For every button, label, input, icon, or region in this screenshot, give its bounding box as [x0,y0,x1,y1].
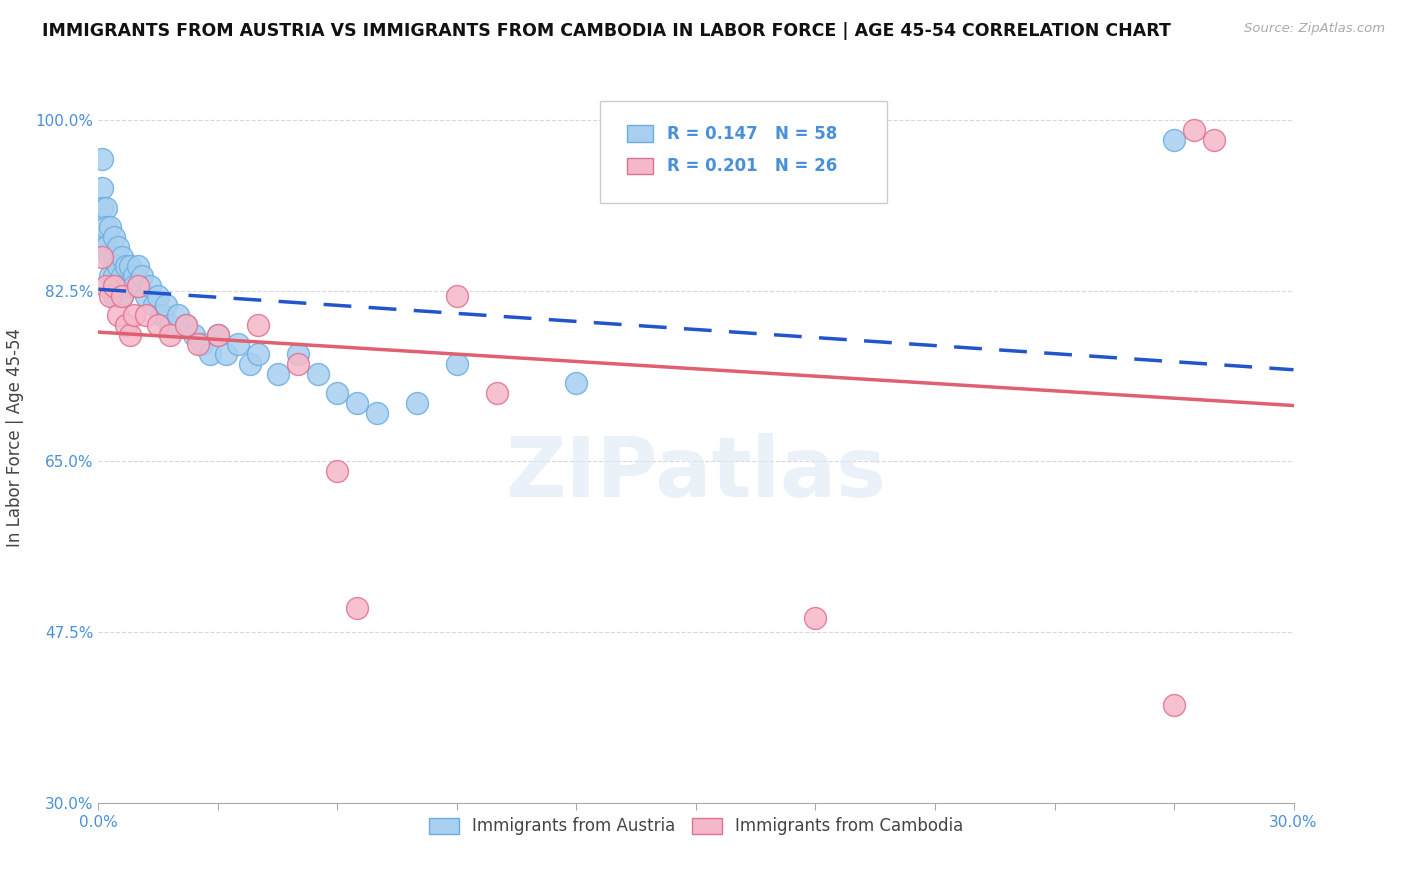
Point [287,347,309,361]
Point [127,279,149,293]
Point [107,240,129,254]
Point [111,250,134,264]
Point [127,260,149,274]
Point [98,220,122,235]
Point [159,318,181,332]
Point [107,308,129,322]
Y-axis label: In Labor Force | Age 45-54: In Labor Force | Age 45-54 [7,327,24,547]
Point [187,337,209,351]
Point [1163,698,1185,713]
Point [107,288,129,302]
Point [191,337,214,351]
Point [246,318,269,332]
Text: R = 0.201   N = 26: R = 0.201 N = 26 [668,158,838,176]
Point [246,347,269,361]
Point [1182,123,1205,137]
FancyBboxPatch shape [600,101,887,203]
Point [446,288,468,302]
Point [239,357,262,371]
Point [135,308,157,322]
Point [148,288,170,302]
Point [446,357,468,371]
Point [120,279,142,293]
Point [135,288,157,302]
Point [226,337,249,351]
Point [565,376,588,391]
Point [1202,133,1225,147]
Point [267,367,290,381]
Point [124,269,146,284]
Point [406,396,429,410]
Point [155,298,177,312]
Point [183,327,205,342]
Point [207,327,229,342]
Point [103,230,125,244]
Point [96,240,118,254]
Point [91,240,114,254]
Point [98,288,122,302]
Point [96,279,118,293]
Point [120,327,142,342]
Point [115,279,138,293]
Point [485,386,508,401]
Point [124,308,146,322]
Bar [627,126,652,142]
Point [174,318,197,332]
Point [98,269,122,284]
Point [96,220,118,235]
Point [287,357,309,371]
Text: ZIPatlas: ZIPatlas [506,434,886,514]
Point [91,201,114,215]
Point [111,269,134,284]
Point [150,308,173,322]
Point [346,600,368,615]
Point [103,288,125,302]
Point [167,308,190,322]
Point [326,386,349,401]
Point [207,327,229,342]
Bar [627,159,652,175]
Point [326,464,349,478]
Point [198,347,221,361]
Text: IMMIGRANTS FROM AUSTRIA VS IMMIGRANTS FROM CAMBODIA IN LABOR FORCE | AGE 45-54 C: IMMIGRANTS FROM AUSTRIA VS IMMIGRANTS FR… [42,22,1171,40]
Point [107,279,129,293]
Point [103,269,125,284]
Point [1163,133,1185,147]
Point [111,288,134,302]
Point [139,279,162,293]
Point [103,279,125,293]
Point [103,279,125,293]
Point [103,250,125,264]
Point [131,269,153,284]
Point [215,347,238,361]
Point [804,610,827,624]
Point [143,298,166,312]
Point [111,288,134,302]
Point [107,260,129,274]
Point [127,279,149,293]
Point [91,250,114,264]
Point [115,318,138,332]
Point [159,327,181,342]
Point [91,152,114,166]
Point [98,250,122,264]
Point [96,201,118,215]
Point [174,318,197,332]
Point [346,396,368,410]
Point [120,260,142,274]
Legend: Immigrants from Austria, Immigrants from Cambodia: Immigrants from Austria, Immigrants from… [422,811,970,842]
Point [91,181,114,195]
Point [148,318,170,332]
Point [307,367,329,381]
Point [366,406,388,420]
Point [124,279,146,293]
Text: Source: ZipAtlas.com: Source: ZipAtlas.com [1244,22,1385,36]
Point [115,260,138,274]
Text: R = 0.147   N = 58: R = 0.147 N = 58 [668,125,838,143]
